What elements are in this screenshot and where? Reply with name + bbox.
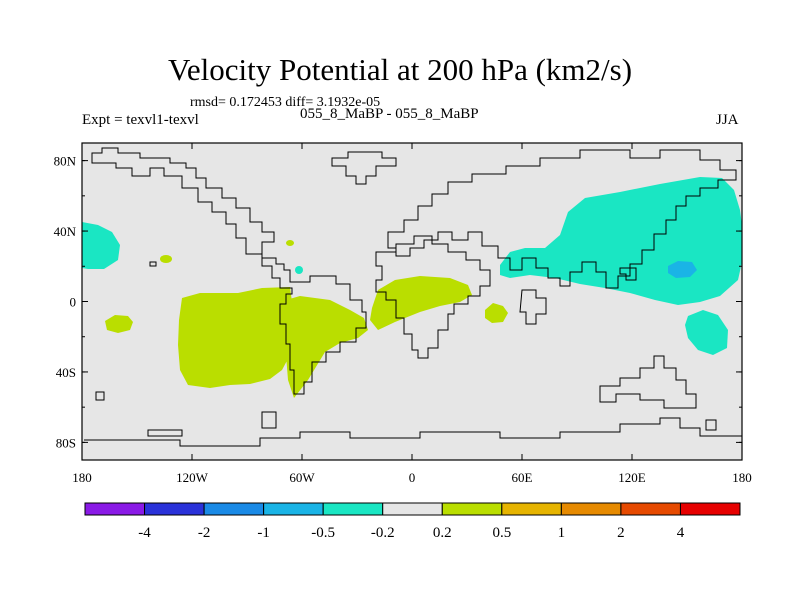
experiment-label: Expt = texvl1-texvl — [82, 112, 199, 128]
colorbar-label: -1 — [257, 525, 270, 541]
colorbar-label: -0.2 — [371, 525, 395, 541]
colorbar-label: -0.5 — [311, 525, 335, 541]
anomaly-indian-ocean-positive — [485, 303, 508, 323]
colorbar-label: 2 — [617, 525, 625, 541]
season-label: JJA — [716, 112, 739, 128]
colorbar-swatch — [84, 502, 146, 516]
lon-tick-label: 120E — [618, 470, 646, 485]
case-label: 055_8_MaBP - 055_8_MaBP — [300, 106, 479, 122]
colorbar-swatch — [560, 502, 622, 516]
anomaly-south-atlantic-positive — [286, 296, 368, 398]
coastline — [705, 419, 717, 431]
colorbar-swatch — [322, 502, 384, 516]
lon-tick-label: 60W — [289, 470, 315, 485]
colorbar-label: 0.5 — [492, 525, 511, 541]
lon-tick-label: 0 — [409, 470, 416, 485]
coastline — [149, 261, 157, 267]
coastline — [375, 235, 491, 359]
lat-tick-label: 0 — [70, 295, 77, 310]
small-positive-blob — [160, 255, 172, 263]
colorbar-swatch — [144, 502, 205, 516]
coastline — [261, 411, 277, 429]
colorbar-label: 0.2 — [433, 525, 452, 541]
lon-tick-label: 60E — [512, 470, 533, 485]
coastline — [84, 417, 742, 447]
chart-title: Velocity Potential at 200 hPa (km2/s) — [167, 52, 633, 87]
lat-tick-label: 40N — [54, 224, 77, 239]
coastline — [95, 391, 105, 401]
colorbar-swatch — [203, 502, 265, 516]
colorbar-label: 4 — [677, 525, 685, 541]
coastline — [147, 429, 183, 437]
coastline — [619, 267, 637, 281]
anomaly-north-pacific-negative — [82, 222, 120, 269]
coastline — [599, 355, 697, 409]
lon-tick-label: 180 — [732, 470, 752, 485]
small-positive-blob — [286, 240, 294, 246]
colorbar-swatch — [620, 502, 681, 516]
lat-tick-label: 40S — [56, 365, 76, 380]
coastline — [331, 151, 397, 185]
small-negative-blob — [295, 266, 303, 274]
coastline — [91, 147, 367, 395]
colorbar-label: -2 — [198, 525, 211, 541]
anomaly-east-asia-core-negative — [668, 261, 697, 278]
colorbar-swatch — [679, 502, 741, 516]
colorbar-swatch — [382, 502, 443, 516]
colorbar-swatch — [501, 502, 562, 516]
lon-tick-label: 180 — [72, 470, 92, 485]
colorbar-swatch — [441, 502, 503, 516]
lon-tick-label: 120W — [176, 470, 209, 485]
colorbar-label: 1 — [558, 525, 566, 541]
colorbar-swatch — [263, 502, 324, 516]
anomaly-south-pacific-negative — [685, 310, 728, 355]
lat-tick-label: 80S — [56, 435, 76, 450]
lat-tick-label: 80N — [54, 154, 77, 169]
anomaly-central-pacific-positive — [105, 315, 133, 333]
coastline — [519, 289, 547, 325]
colorbar-label: -4 — [138, 525, 151, 541]
stats-label: rmsd= 0.172453 diff= 3.1932e-05 — [190, 95, 381, 110]
coastline — [387, 149, 737, 289]
anomaly-west-pacific-positive — [178, 287, 296, 388]
